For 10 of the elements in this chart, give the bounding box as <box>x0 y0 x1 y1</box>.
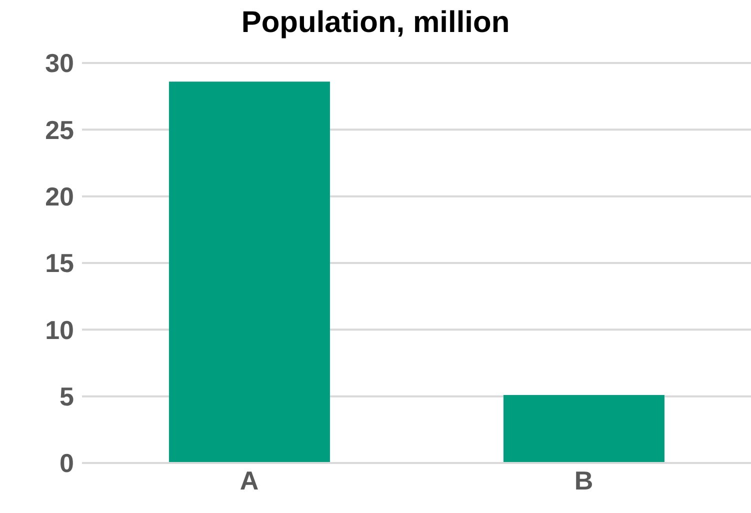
x-tick-label: A <box>240 465 259 496</box>
y-tick-label: 15 <box>45 248 74 278</box>
y-tick-label: 25 <box>45 114 74 145</box>
x-tick-label: B <box>574 465 594 496</box>
y-tick-label: 5 <box>60 382 74 412</box>
y-tick-label: 0 <box>60 448 74 478</box>
chart-title: Population, million <box>240 6 511 40</box>
y-tick-label: 10 <box>45 314 74 345</box>
y-tick-label: 30 <box>45 48 74 78</box>
y-tick-label: 20 <box>45 182 74 212</box>
